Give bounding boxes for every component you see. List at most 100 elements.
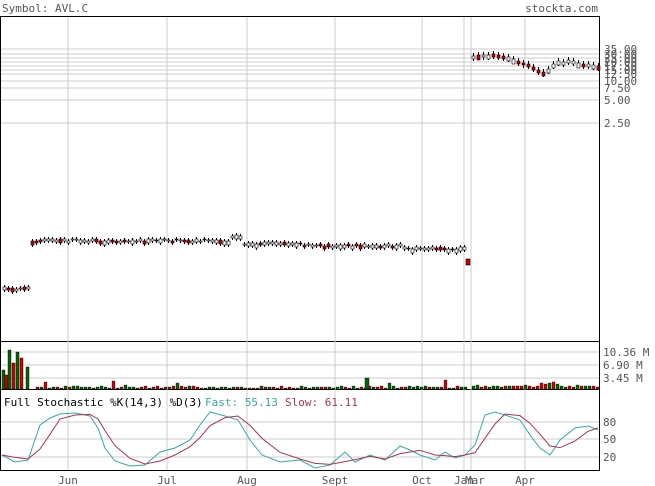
price-candle	[82, 239, 87, 243]
price-candle	[38, 239, 43, 243]
price-candle	[142, 240, 147, 245]
volume-bar	[551, 381, 556, 390]
price-candle	[282, 241, 287, 246]
volume-bar	[503, 385, 508, 390]
price-candle	[358, 244, 363, 250]
volume-bar	[223, 386, 228, 390]
volume-bar	[575, 384, 580, 390]
volume-bar	[555, 383, 560, 390]
volume-bar	[131, 386, 136, 390]
price-candle	[170, 240, 175, 244]
volume-bar	[191, 385, 196, 390]
volume-bar	[423, 385, 428, 390]
volume-bar	[595, 386, 600, 390]
volume-bar	[119, 386, 124, 390]
price-candle	[94, 238, 99, 243]
price-candle	[426, 247, 431, 251]
price-candle	[430, 246, 435, 250]
volume-bar	[259, 385, 264, 390]
volume-bar	[403, 386, 408, 390]
price-candle	[471, 55, 476, 60]
price-candle	[6, 287, 11, 291]
volume-bar	[283, 387, 288, 390]
volume-bar	[39, 386, 44, 390]
price-candle	[274, 241, 279, 246]
price-candle	[70, 238, 75, 241]
volume-bar	[235, 386, 240, 390]
volume-bar	[219, 386, 224, 390]
price-candle	[262, 241, 267, 246]
price-candle	[86, 240, 91, 244]
x-tick-aug: Aug	[237, 474, 257, 486]
volume-bar	[83, 386, 88, 390]
volume-bar	[587, 385, 592, 390]
volume-bar	[323, 386, 328, 390]
price-candle	[454, 248, 459, 254]
price-candle	[46, 238, 51, 242]
price-candle	[174, 238, 179, 241]
price-candle	[238, 235, 243, 240]
volume-tick-low: 3.45 M	[603, 372, 643, 385]
price-candle	[342, 244, 347, 249]
volume-bar	[479, 386, 484, 390]
volume-bar	[211, 386, 216, 390]
volume-bar	[139, 386, 144, 390]
price-candle	[74, 238, 79, 241]
volume-bar	[347, 387, 352, 390]
price-candle	[126, 240, 131, 243]
volume-bar	[491, 385, 496, 390]
price-tick-17-5: 17.50	[604, 60, 637, 73]
volume-bar	[71, 385, 76, 390]
volume-bar	[159, 387, 164, 390]
price-tick-35: 35.00	[604, 43, 637, 56]
price-candle	[486, 54, 491, 60]
volume-bar	[315, 386, 320, 390]
price-candle	[516, 60, 521, 65]
volume-bar	[171, 385, 176, 390]
volume-bar	[543, 383, 548, 390]
price-candle	[350, 245, 355, 250]
price-candle	[266, 241, 271, 245]
volume-bar	[399, 386, 404, 390]
price-candle	[26, 286, 31, 290]
price-candle	[536, 69, 541, 74]
x-tick-sept: Sept	[322, 474, 349, 486]
volume-bar	[59, 387, 64, 390]
volume-bar	[75, 385, 80, 390]
volume-bar	[7, 349, 12, 390]
volume-bar	[571, 386, 576, 390]
price-candle	[354, 243, 359, 247]
price-candle	[246, 242, 251, 247]
x-tick-jan: Jan	[454, 474, 474, 486]
volume-bar	[419, 386, 424, 390]
price-candle	[556, 60, 561, 66]
volume-bar	[247, 387, 252, 390]
price-candle	[98, 240, 103, 245]
price-candle	[62, 238, 67, 242]
volume-bar	[87, 386, 92, 390]
volume-bar	[463, 386, 468, 390]
price-candle	[521, 62, 526, 66]
volume-bar	[459, 386, 464, 390]
price-candle	[314, 244, 319, 247]
price-series	[2, 51, 601, 294]
price-candle	[90, 238, 95, 242]
volume-bar	[339, 385, 344, 390]
volume-bar	[327, 386, 332, 390]
volume-bar	[187, 385, 192, 390]
volume-bar	[287, 386, 292, 390]
price-candle	[226, 240, 231, 246]
volume-bar	[391, 385, 396, 390]
volume-bar	[35, 386, 40, 390]
volume-bar	[415, 385, 420, 390]
volume-bar	[439, 386, 444, 390]
volume-bar	[383, 387, 388, 390]
x-tick-jul: Jul	[157, 474, 177, 486]
volume-bar	[331, 387, 336, 390]
volume-bar	[25, 366, 30, 390]
price-candle	[10, 287, 15, 293]
volume-bar	[579, 385, 584, 390]
price-candle	[338, 244, 343, 250]
price-candle	[422, 247, 427, 251]
volume-bar	[67, 386, 72, 390]
